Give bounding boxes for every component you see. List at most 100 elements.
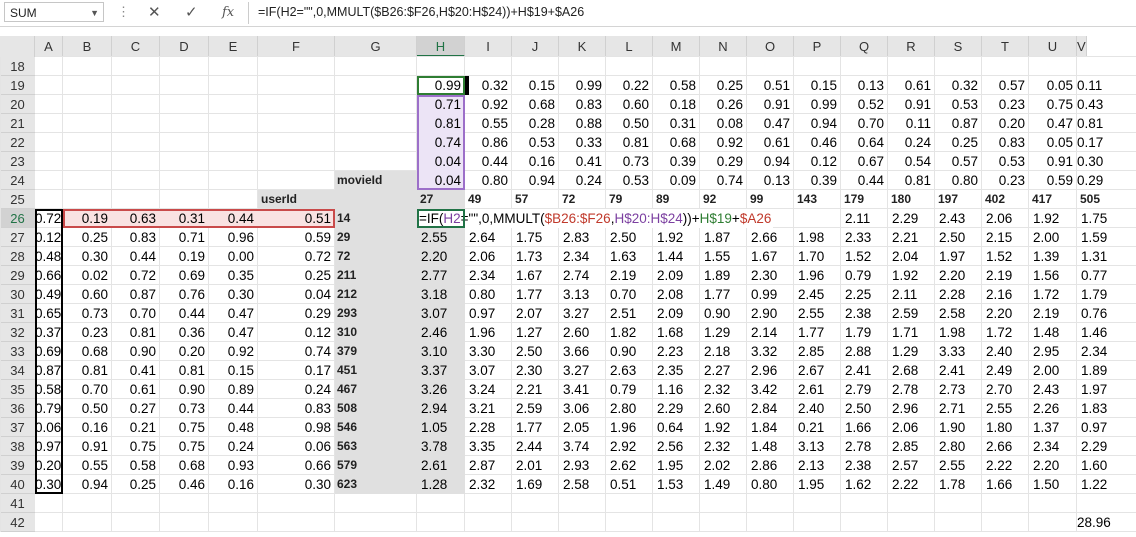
- movie-factor-cell[interactable]: 0.31: [669, 116, 696, 131]
- user-factor-cell[interactable]: 0.91: [81, 439, 108, 454]
- prediction-cell[interactable]: 1.84: [751, 420, 778, 435]
- prediction-cell[interactable]: 0.76: [1081, 306, 1108, 321]
- user-factor-cell[interactable]: 0.25: [81, 230, 108, 245]
- column-header-h[interactable]: H: [417, 36, 465, 57]
- movie-factor-cell[interactable]: 0.25: [951, 135, 978, 150]
- movie-factor-cell[interactable]: 0.94: [763, 154, 790, 169]
- prediction-cell[interactable]: 3.35: [469, 439, 496, 454]
- movie-factor-cell[interactable]: 0.33: [575, 135, 602, 150]
- movie-factor-cell[interactable]: 0.12: [810, 154, 837, 169]
- column-header-k[interactable]: K: [559, 36, 606, 57]
- prediction-cell[interactable]: 3.18: [421, 287, 448, 302]
- movie-factor-cell[interactable]: 0.51: [763, 78, 790, 93]
- column-header-t[interactable]: T: [982, 36, 1029, 57]
- prediction-cell[interactable]: 2.80: [939, 439, 966, 454]
- prediction-cell[interactable]: 2.40: [798, 401, 825, 416]
- prediction-cell[interactable]: 2.96: [751, 363, 778, 378]
- user-factor-cell[interactable]: 0.30: [35, 477, 62, 492]
- prediction-cell[interactable]: 3.06: [563, 401, 590, 416]
- prediction-cell[interactable]: 2.45: [798, 287, 825, 302]
- prediction-cell[interactable]: 0.79: [845, 268, 872, 283]
- movie-factor-cell[interactable]: 0.91: [1046, 154, 1073, 169]
- prediction-cell[interactable]: 2.09: [657, 268, 684, 283]
- movie-factor-cell[interactable]: 0.80: [951, 173, 978, 188]
- prediction-cell[interactable]: 2.51: [610, 306, 637, 321]
- user-factor-cell[interactable]: 0.79: [35, 401, 62, 416]
- movie-factor-cell[interactable]: 0.41: [575, 154, 602, 169]
- prediction-cell[interactable]: 2.80: [610, 401, 637, 416]
- movie-factor-cell[interactable]: 0.32: [481, 78, 508, 93]
- user-factor-cell[interactable]: 0.47: [227, 325, 254, 340]
- prediction-cell[interactable]: 1.95: [798, 477, 825, 492]
- prediction-cell[interactable]: 0.90: [610, 344, 637, 359]
- user-factor-cell[interactable]: 0.74: [304, 344, 331, 359]
- prediction-cell[interactable]: 1.72: [986, 325, 1013, 340]
- prediction-cell[interactable]: 1.16: [657, 382, 684, 397]
- movie-factor-cell[interactable]: 0.60: [622, 97, 649, 112]
- prediction-cell[interactable]: 1.87: [704, 230, 731, 245]
- user-factor-cell[interactable]: 0.55: [81, 458, 108, 473]
- prediction-cell[interactable]: 2.55: [986, 401, 1013, 416]
- movie-factor-cell[interactable]: 0.53: [951, 97, 978, 112]
- column-header-l[interactable]: L: [606, 36, 653, 57]
- movie-factor-cell[interactable]: 0.13: [763, 173, 790, 188]
- prediction-cell[interactable]: 2.23: [657, 344, 684, 359]
- column-header-u[interactable]: U: [1029, 36, 1077, 57]
- prediction-cell[interactable]: 2.55: [798, 306, 825, 321]
- movie-factor-cell[interactable]: 0.13: [857, 78, 884, 93]
- prediction-cell[interactable]: 0.80: [751, 477, 778, 492]
- prediction-cell[interactable]: 2.50: [845, 401, 872, 416]
- total-sum-cell[interactable]: 28.96: [1077, 515, 1111, 530]
- movie-factor-cell[interactable]: 0.68: [528, 97, 555, 112]
- movie-factor-cell[interactable]: 0.74: [716, 173, 743, 188]
- movie-factor-cell[interactable]: 0.94: [810, 116, 837, 131]
- prediction-cell[interactable]: 1.79: [845, 325, 872, 340]
- movie-factor-cell[interactable]: 0.83: [575, 97, 602, 112]
- prediction-cell[interactable]: 3.07: [421, 306, 448, 321]
- user-factor-cell[interactable]: 0.30: [304, 477, 331, 492]
- movie-factor-cell[interactable]: 0.99: [434, 78, 461, 93]
- prediction-cell[interactable]: 2.13: [798, 458, 825, 473]
- user-factor-cell[interactable]: 0.94: [81, 477, 108, 492]
- prediction-cell[interactable]: 2.27: [704, 363, 731, 378]
- prediction-cell[interactable]: 1.96: [469, 325, 496, 340]
- user-factor-cell[interactable]: 0.06: [304, 439, 331, 454]
- movie-factor-cell[interactable]: 0.28: [528, 116, 555, 131]
- user-factor-cell[interactable]: 0.58: [129, 458, 156, 473]
- row-header-35[interactable]: 35: [0, 380, 35, 399]
- movie-factor-cell[interactable]: 0.09: [669, 173, 696, 188]
- movie-factor-cell[interactable]: 0.61: [763, 135, 790, 150]
- prediction-cell[interactable]: 1.83: [1081, 401, 1108, 416]
- prediction-cell[interactable]: 2.06: [469, 249, 496, 264]
- prediction-cell[interactable]: 1.29: [892, 344, 919, 359]
- formula-input[interactable]: =IF(H2="",0,MMULT($B26:$F26,H$20:H$24))+…: [258, 5, 585, 19]
- movie-factor-cell[interactable]: 0.44: [481, 154, 508, 169]
- prediction-cell[interactable]: 3.27: [563, 363, 590, 378]
- prediction-cell[interactable]: 2.78: [845, 439, 872, 454]
- prediction-cell[interactable]: 2.60: [704, 401, 731, 416]
- movie-factor-cell[interactable]: 0.08: [716, 116, 743, 131]
- prediction-cell[interactable]: 1.70: [798, 249, 825, 264]
- user-factor-cell[interactable]: 0.16: [81, 420, 108, 435]
- movie-factor-cell[interactable]: 0.04: [434, 154, 461, 169]
- user-factor-cell[interactable]: 0.70: [81, 382, 108, 397]
- user-factor-cell[interactable]: 0.73: [81, 306, 108, 321]
- insert-function-icon[interactable]: fx: [222, 5, 235, 20]
- user-factor-cell[interactable]: 0.30: [81, 249, 108, 264]
- user-factor-cell[interactable]: 0.75: [178, 420, 205, 435]
- prediction-cell[interactable]: 2.93: [563, 458, 590, 473]
- prediction-cell[interactable]: 3.10: [421, 344, 448, 359]
- user-factor-cell[interactable]: 0.17: [304, 363, 331, 378]
- user-factor-cell[interactable]: 0.72: [304, 249, 331, 264]
- movie-factor-cell[interactable]: 0.39: [810, 173, 837, 188]
- prediction-cell[interactable]: 2.94: [421, 401, 448, 416]
- prediction-cell[interactable]: 2.25: [845, 287, 872, 302]
- movie-factor-cell[interactable]: 0.18: [669, 97, 696, 112]
- prediction-cell[interactable]: 2.16: [986, 287, 1013, 302]
- user-factor-cell[interactable]: 0.44: [227, 401, 254, 416]
- prediction-cell[interactable]: 2.01: [516, 458, 543, 473]
- movie-factor-cell[interactable]: 0.04: [434, 173, 461, 188]
- prediction-cell[interactable]: 1.73: [516, 249, 543, 264]
- prediction-cell[interactable]: 1.71: [892, 325, 919, 340]
- movie-factor-cell[interactable]: 0.39: [669, 154, 696, 169]
